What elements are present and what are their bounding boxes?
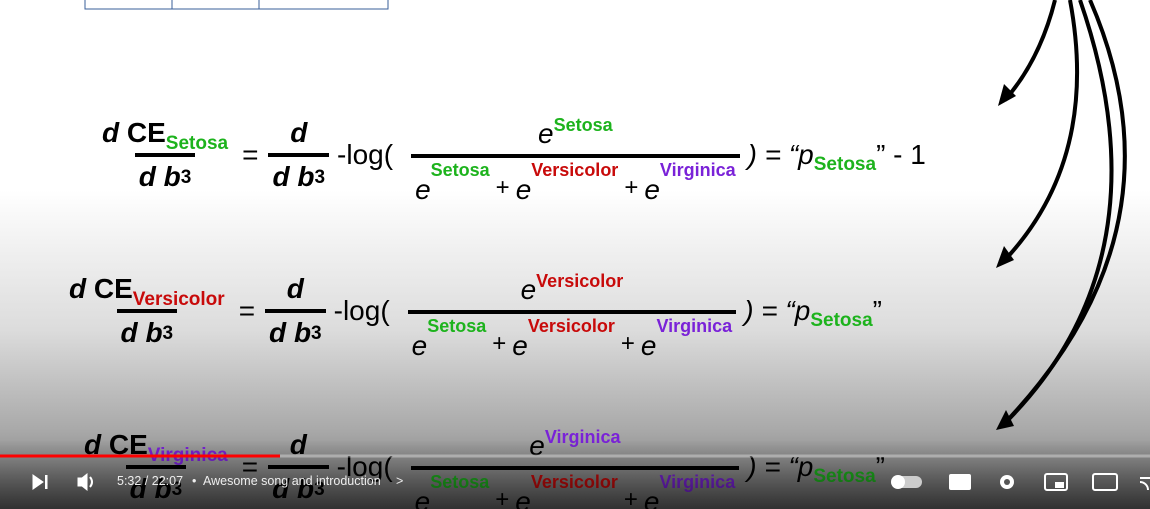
base: e: [515, 174, 532, 205]
plus: +: [495, 174, 510, 201]
equals: =: [242, 139, 259, 170]
equation: d CE Setosa d b 3 = d d b 3 -log(e Setosa e Setosa +…: [98, 104, 926, 206]
numerator: e Setosa: [534, 104, 617, 154]
class-subscript: Versicolor: [132, 289, 225, 310]
symbol: CE: [93, 273, 133, 304]
time-display: 5:32 / 22:07: [117, 474, 184, 488]
result-subscript: Setosa: [810, 310, 873, 331]
exponent: Versicolor: [536, 271, 624, 291]
b: b: [293, 317, 312, 348]
d: d: [286, 273, 304, 304]
theater-button[interactable]: [1092, 473, 1118, 491]
d: d: [102, 117, 120, 148]
d: d: [269, 317, 287, 348]
result: ) = “p Setosa” - 1: [747, 139, 926, 175]
cast-button[interactable]: [1139, 477, 1150, 491]
result-open: ) = “p: [744, 295, 811, 326]
numerator: d CE Setosa: [98, 117, 232, 154]
base: e: [520, 274, 537, 305]
result-open: ) = “p: [747, 139, 814, 170]
subscript: 3: [180, 167, 192, 188]
numerator: d CE Versicolor: [65, 273, 229, 310]
exponent: Virginica: [659, 160, 736, 180]
base: e: [538, 118, 554, 149]
plus: +: [620, 330, 635, 357]
softmax: e Setosa e Setosa + e Versicolor + e Virginica: [411, 104, 740, 206]
numerator: d: [283, 273, 308, 309]
d: d: [272, 161, 290, 192]
symbol: CE: [126, 117, 166, 148]
result-tail: ” - 1: [876, 139, 926, 170]
b: b: [145, 317, 163, 348]
subscript: 3: [162, 323, 174, 344]
d: d: [120, 317, 138, 348]
exponent: Setosa: [553, 115, 613, 135]
equals: =: [238, 295, 256, 326]
result-subscript: Setosa: [813, 154, 877, 175]
volume-button[interactable]: [77, 472, 88, 492]
plus: +: [492, 330, 507, 357]
subtitles-button[interactable]: [949, 474, 971, 490]
d: d: [69, 273, 87, 304]
exponent: Versicolor: [527, 316, 615, 336]
log-open: -log(: [333, 295, 390, 326]
log-open: -log(: [337, 139, 394, 170]
chapter-arrow[interactable]: >: [396, 474, 404, 488]
next-button[interactable]: [32, 474, 44, 490]
exponent: Setosa: [430, 160, 490, 180]
plus: +: [624, 174, 639, 201]
chapter-title[interactable]: Awesome song and introduction: [203, 474, 381, 488]
class-subscript: Setosa: [165, 133, 229, 154]
exponent: Setosa: [427, 316, 487, 336]
result-tail: ”: [872, 295, 882, 326]
base: e: [640, 330, 657, 361]
numerator: d: [286, 117, 311, 153]
d: d: [138, 161, 156, 192]
miniplayer-button[interactable]: [1044, 473, 1068, 491]
exponent: Versicolor: [531, 160, 619, 180]
base: e: [411, 330, 428, 361]
d: d: [290, 117, 308, 148]
base: e: [512, 330, 528, 361]
equation: d CE Versicolor d b 3 = d d b 3 -log(e Versicolor…: [65, 260, 882, 362]
softmax: e Versicolor e Setosa + e Versicolor + e Virginic…: [407, 260, 737, 362]
b: b: [163, 161, 181, 192]
base: e: [644, 174, 660, 205]
subscript: 3: [311, 323, 322, 344]
b: b: [297, 161, 315, 192]
subscript: 3: [314, 167, 326, 188]
separator: •: [192, 474, 197, 488]
numerator: e Versicolor: [517, 260, 628, 310]
exponent: Virginica: [656, 316, 733, 336]
base: e: [415, 174, 431, 205]
